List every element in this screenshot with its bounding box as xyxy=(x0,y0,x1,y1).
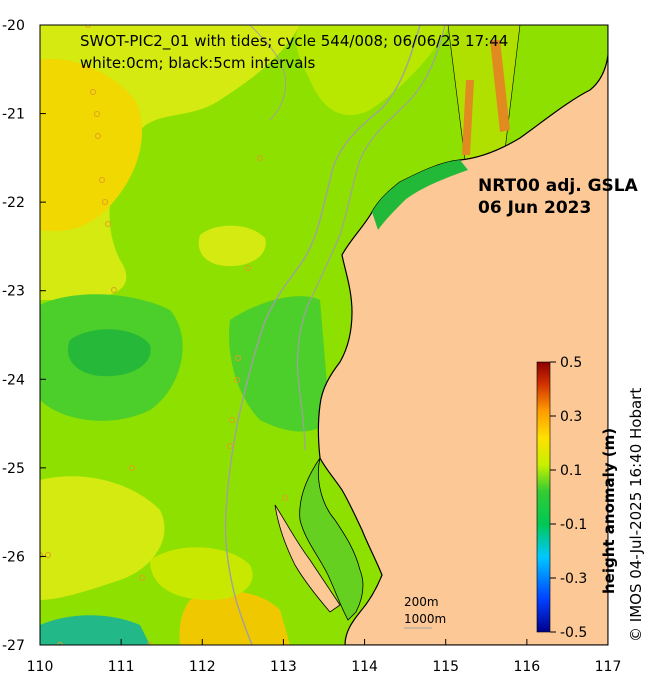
swot-swath-stripe xyxy=(490,40,510,132)
latitude-tick-label: -27 xyxy=(2,638,25,654)
latitude-tick-label: -25 xyxy=(2,461,25,477)
altimeter-track-markers xyxy=(40,25,288,645)
isobath-200m-north xyxy=(249,25,287,121)
shark-bay-peninsula xyxy=(274,504,341,613)
longitude-tick-label: 113 xyxy=(270,659,297,675)
longitude-tick-label: 112 xyxy=(189,659,216,675)
isobath-1000m xyxy=(224,25,421,645)
latitude-tick-label: -23 xyxy=(2,284,25,300)
colorbar-tick-label: 0.5 xyxy=(560,355,582,371)
anomaly-field-southwest-teal xyxy=(40,615,150,645)
latitude-tick-label: -22 xyxy=(2,195,25,211)
anomaly-field-shelf-green xyxy=(229,296,330,432)
colorbar-tick-label: -0.5 xyxy=(560,625,587,641)
longitude-tick-label: 116 xyxy=(513,659,540,675)
colorbar-tick-label: -0.1 xyxy=(560,517,587,533)
longitude-tick-label: 114 xyxy=(351,659,378,675)
colorbar-tick-label: 0.1 xyxy=(560,463,582,479)
map-frame xyxy=(39,24,609,646)
anomaly-field-south-yellow xyxy=(40,476,165,600)
colorbar-label: height anomaly (m) xyxy=(600,428,618,594)
longitude-tick-label: 117 xyxy=(595,659,622,675)
colorbar-tick-label: 0.3 xyxy=(560,409,582,425)
latitude-tick-label: -26 xyxy=(2,549,25,565)
anomaly-field-central-yellow xyxy=(198,225,266,267)
map-plot-area: 200m 1000m xyxy=(40,25,608,645)
longitude-tick-label: 111 xyxy=(108,659,135,675)
anomaly-field-northeast-yellow xyxy=(295,25,450,116)
anomaly-field-west-darkgreen xyxy=(67,329,151,377)
isobath-label-200m: 200m xyxy=(404,595,439,609)
swot-swath-stripe-left xyxy=(462,80,474,155)
shark-bay-region xyxy=(299,457,364,621)
coastal-shelf-strip xyxy=(372,160,468,230)
latitude-tick-label: -21 xyxy=(2,107,25,123)
anomaly-field-south-central xyxy=(150,547,253,600)
colorbar-ticks: 0.5 0.3 0.1 -0.1 -0.3 -0.5 xyxy=(550,355,587,641)
longitude-axis: 110 111 112 113 114 115 116 117 xyxy=(27,639,622,675)
anomaly-field-south-orange xyxy=(179,591,290,645)
map-title-line1: SWOT-PIC2_01 with tides; cycle 544/008; … xyxy=(80,32,508,51)
product-name: NRT00 adj. GSLA xyxy=(478,176,639,196)
latitude-tick-label: -24 xyxy=(2,372,25,388)
longitude-tick-label: 115 xyxy=(432,659,459,675)
land-western-australia xyxy=(317,25,608,645)
map-title-line2: white:0cm; black:5cm intervals xyxy=(80,54,316,72)
latitude-tick-label: -20 xyxy=(2,18,25,34)
product-date: 06 Jun 2023 xyxy=(478,198,591,218)
isobath-200m xyxy=(296,25,446,451)
colorbar xyxy=(536,361,551,633)
credit-text: © IMOS 04-Jul-2025 16:40 Hobart xyxy=(627,388,645,642)
colorbar-tick-label: -0.3 xyxy=(560,571,587,587)
isobath-label-1000m: 1000m xyxy=(404,612,446,626)
latitude-axis: -20 -21 -22 -23 -24 -25 -26 -27 xyxy=(2,18,46,654)
anomaly-field-north-orange xyxy=(40,59,143,232)
longitude-tick-label: 110 xyxy=(27,659,54,675)
